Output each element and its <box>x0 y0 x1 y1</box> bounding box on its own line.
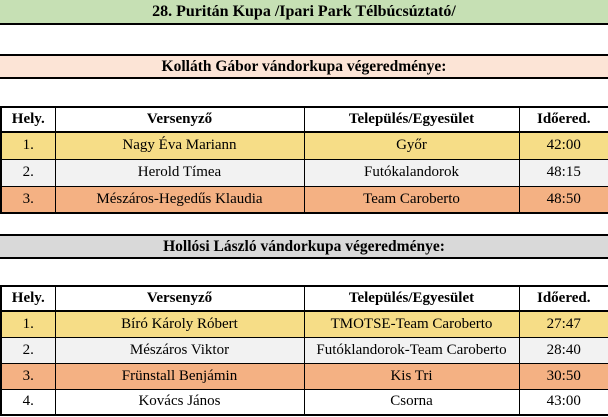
club-cell: Csorna <box>303 388 520 416</box>
column-header-time: Időered. <box>518 285 608 312</box>
time-cell: 48:50 <box>518 185 608 214</box>
time-cell: 30:50 <box>518 362 608 390</box>
name-cell: Mészáros Viktor <box>54 336 305 364</box>
results-table-1: Hely. Versenyző Település/Egyesület Időe… <box>0 106 608 214</box>
section-2-header: Hollósi László vándorkupa végeredménye: <box>0 234 608 259</box>
place-cell: 2. <box>0 158 56 187</box>
place-cell: 1. <box>0 310 56 338</box>
time-cell: 43:00 <box>518 388 608 416</box>
name-cell: Bíró Károly Róbert <box>54 310 305 338</box>
column-header-place: Hely. <box>0 106 56 133</box>
table-row: 2. Herold Tímea Futókalandorok 48:15 <box>0 158 608 187</box>
table-row: 1. Bíró Károly Róbert TMOTSE-Team Carobe… <box>0 310 608 338</box>
name-cell: Herold Tímea <box>54 158 305 187</box>
table-row: 3. Frünstall Benjámin Kis Tri 30:50 <box>0 362 608 390</box>
column-header-club: Település/Egyesület <box>303 285 520 312</box>
place-cell: 3. <box>0 362 56 390</box>
column-header-time: Időered. <box>518 106 608 133</box>
name-cell: Frünstall Benjámin <box>54 362 305 390</box>
club-cell: Futókalandorok <box>303 158 520 187</box>
time-cell: 28:40 <box>518 336 608 364</box>
section-2-title: Hollósi László vándorkupa végeredménye: <box>163 237 445 255</box>
club-cell: Team Caroberto <box>303 185 520 214</box>
spacer-row <box>0 79 608 106</box>
spacer-row <box>0 25 608 54</box>
place-cell: 1. <box>0 131 56 160</box>
club-cell: Futóklandorok-Team Caroberto <box>303 336 520 364</box>
column-header-place: Hely. <box>0 285 56 312</box>
time-cell: 48:15 <box>518 158 608 187</box>
place-cell: 3. <box>0 185 56 214</box>
table-header-row: Hely. Versenyző Település/Egyesület Időe… <box>0 285 608 312</box>
table-row: 2. Mészáros Viktor Futóklandorok-Team Ca… <box>0 336 608 364</box>
column-header-club: Település/Egyesület <box>303 106 520 133</box>
club-cell: Kis Tri <box>303 362 520 390</box>
name-cell: Mészáros-Hegedűs Klaudia <box>54 185 305 214</box>
table-row: 3. Mészáros-Hegedűs Klaudia Team Carober… <box>0 185 608 214</box>
section-1-title: Kolláth Gábor vándorkupa végeredménye: <box>161 57 447 75</box>
spacer-row <box>0 259 608 285</box>
spacer-row <box>0 214 608 234</box>
event-title: 28. Puritán Kupa /Ipari Park Télbúcsúzta… <box>152 2 456 20</box>
name-cell: Nagy Éva Mariann <box>54 131 305 160</box>
column-header-competitor: Versenyző <box>54 106 305 133</box>
table-row: 4. Kovács János Csorna 43:00 <box>0 388 608 416</box>
name-cell: Kovács János <box>54 388 305 416</box>
time-cell: 42:00 <box>518 131 608 160</box>
club-cell: TMOTSE-Team Caroberto <box>303 310 520 338</box>
club-cell: Győr <box>303 131 520 160</box>
results-table-2: Hely. Versenyző Település/Egyesület Időe… <box>0 285 608 416</box>
place-cell: 4. <box>0 388 56 416</box>
event-title-banner: 28. Puritán Kupa /Ipari Park Télbúcsúzta… <box>0 0 608 25</box>
table-header-row: Hely. Versenyző Település/Egyesület Időe… <box>0 106 608 133</box>
place-cell: 2. <box>0 336 56 364</box>
section-1-header: Kolláth Gábor vándorkupa végeredménye: <box>0 54 608 79</box>
table-row: 1. Nagy Éva Mariann Győr 42:00 <box>0 131 608 160</box>
time-cell: 27:47 <box>518 310 608 338</box>
column-header-competitor: Versenyző <box>54 285 305 312</box>
